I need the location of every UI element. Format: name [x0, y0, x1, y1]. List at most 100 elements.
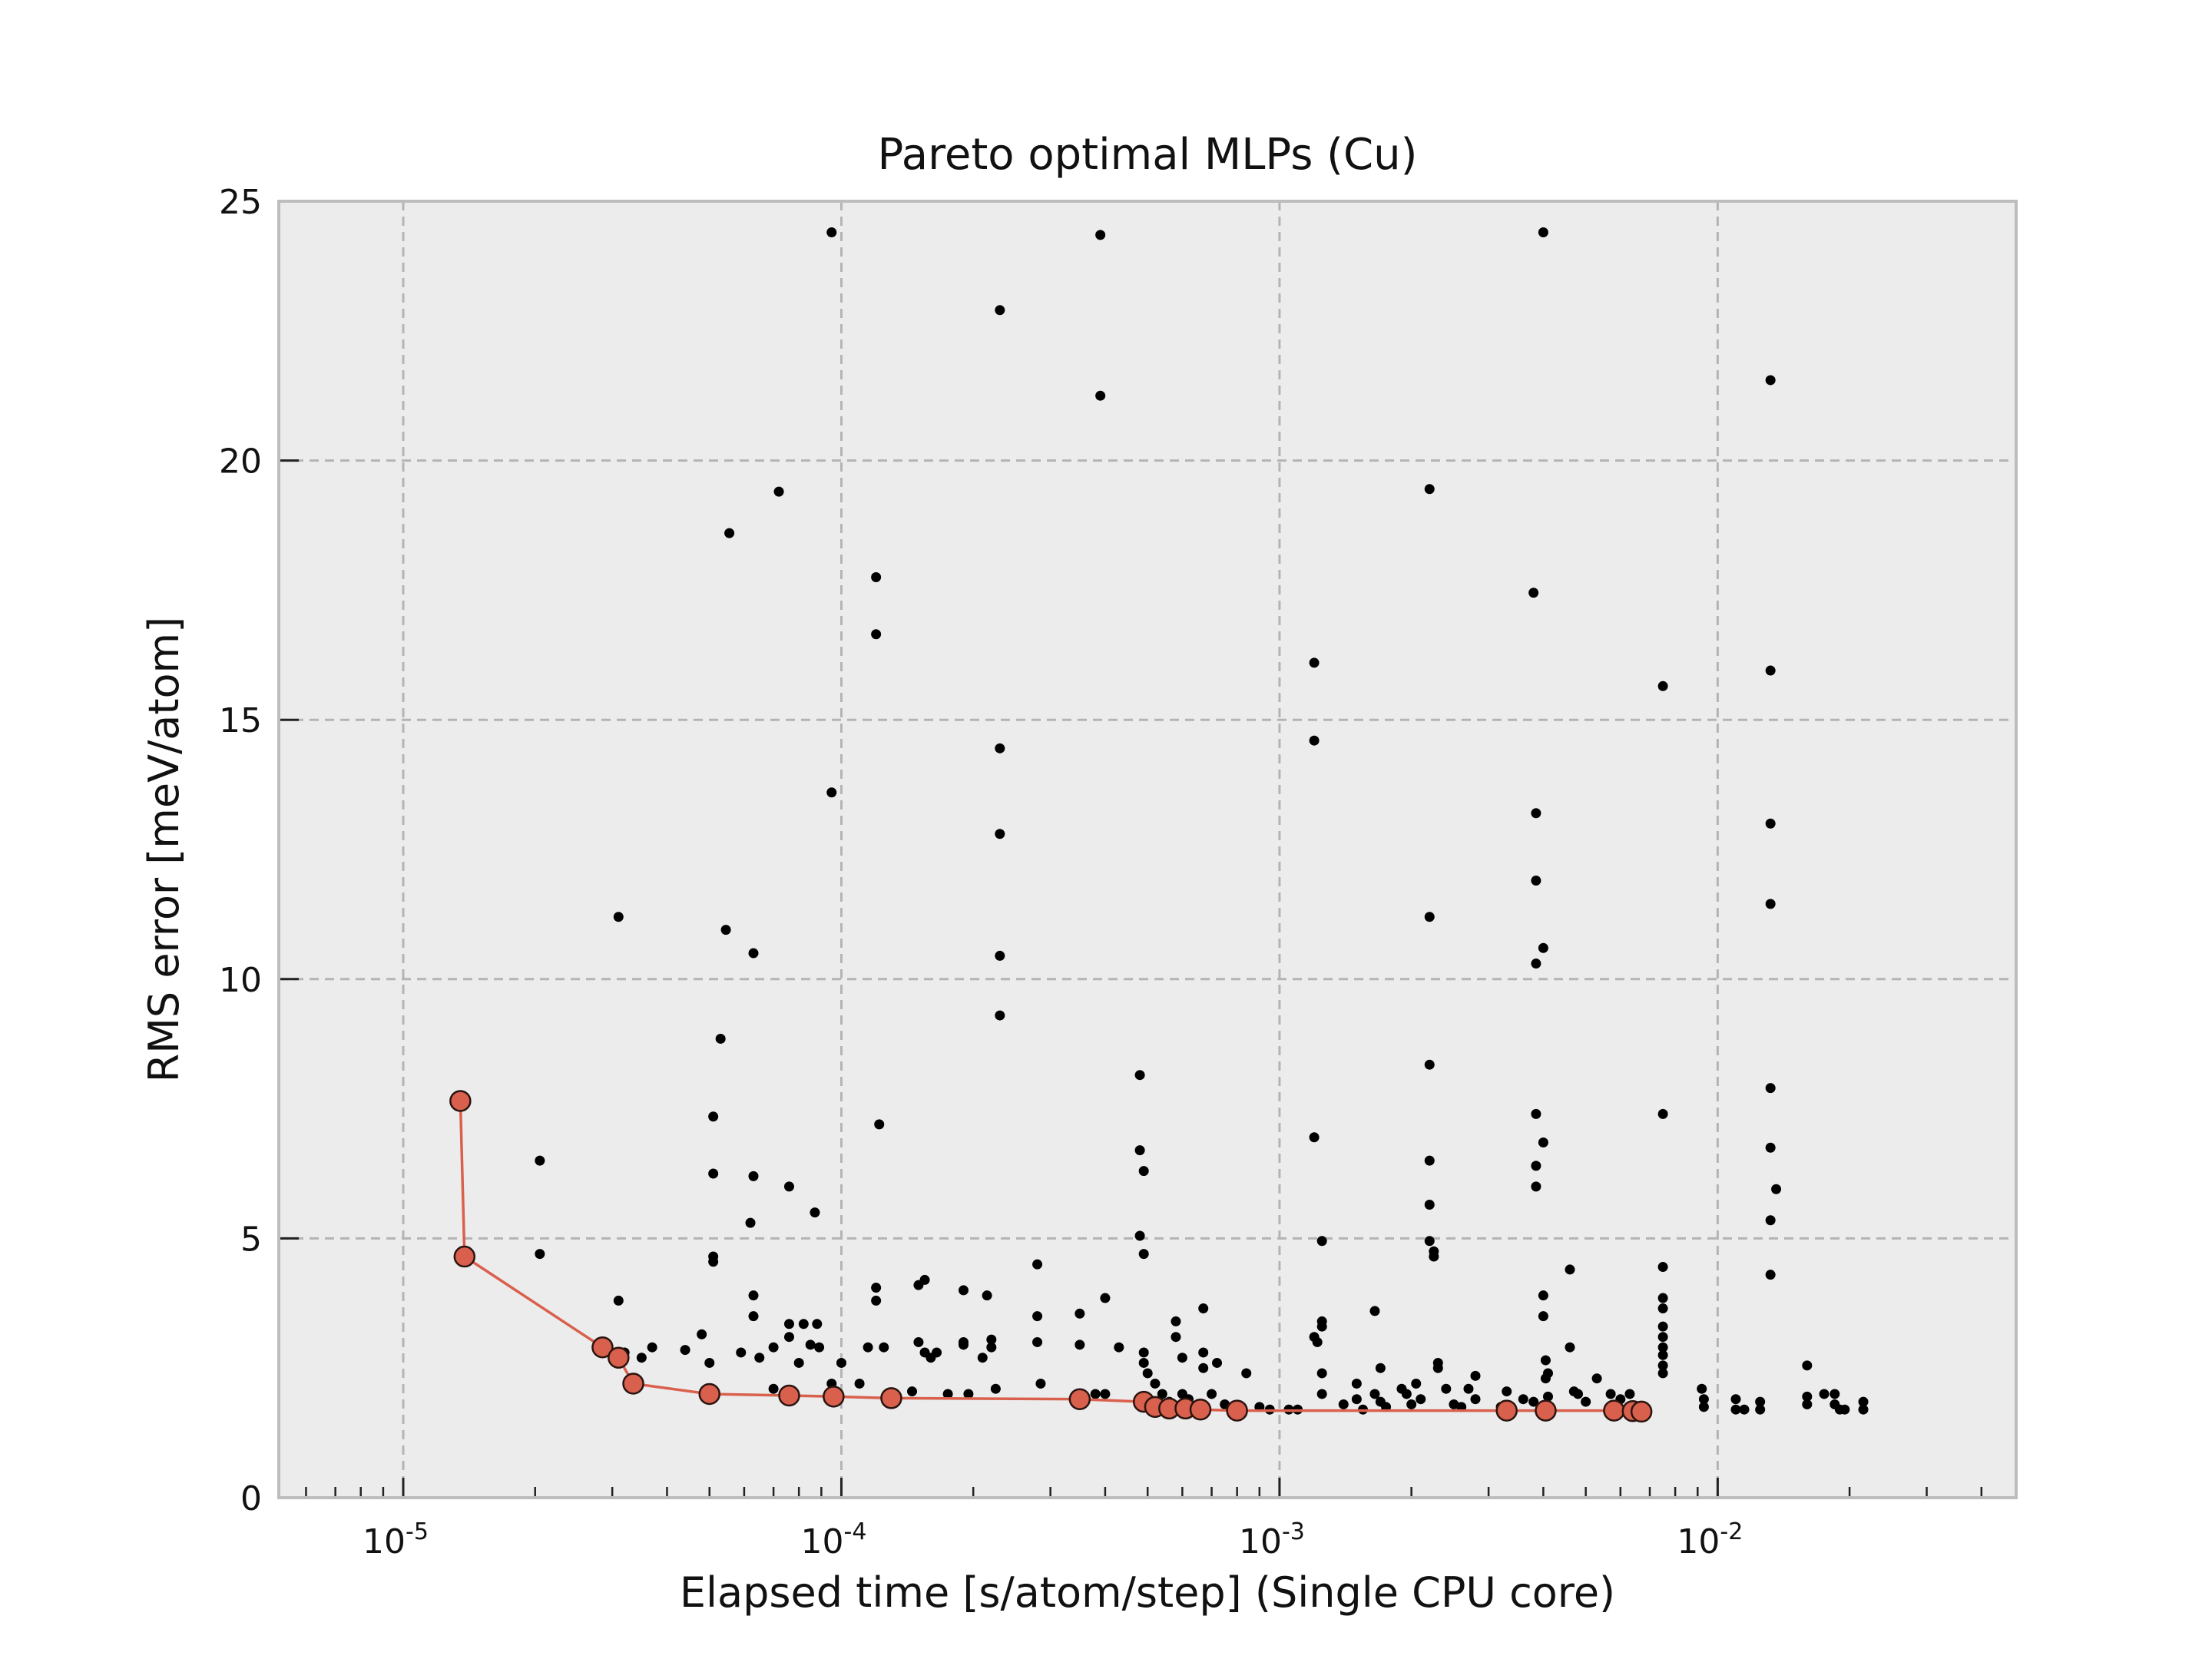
data-point	[1134, 1230, 1145, 1241]
pareto-point	[1189, 1398, 1212, 1421]
x-tick-base: 10	[1239, 1522, 1282, 1561]
data-point	[1309, 657, 1320, 668]
data-point	[1441, 1383, 1452, 1394]
data-point	[1075, 1308, 1085, 1319]
data-point	[1369, 1306, 1380, 1316]
grid	[279, 201, 2016, 1498]
data-point	[1406, 1399, 1417, 1409]
data-point	[1531, 1161, 1541, 1171]
data-point	[1429, 1251, 1439, 1262]
data-point	[724, 528, 735, 538]
data-point	[919, 1274, 930, 1285]
data-point	[995, 1010, 1005, 1021]
pareto-point	[880, 1387, 902, 1409]
data-point	[1531, 1181, 1541, 1192]
data-point	[1114, 1342, 1124, 1353]
data-point	[836, 1357, 846, 1368]
data-point	[613, 1295, 624, 1306]
data-point	[812, 1319, 823, 1330]
x-tick-base: 10	[801, 1522, 844, 1561]
data-point	[986, 1342, 997, 1353]
data-point	[1531, 808, 1541, 819]
y-axis-label: RMS error [meV/atom]	[140, 617, 188, 1082]
data-point	[1657, 680, 1668, 691]
data-point	[1207, 1389, 1217, 1399]
x-tick-base: 10	[363, 1522, 406, 1561]
data-point	[647, 1342, 657, 1353]
data-point	[1095, 390, 1106, 401]
data-point	[854, 1378, 865, 1389]
data-point	[1369, 1389, 1380, 1399]
data-point	[1316, 1368, 1327, 1379]
data-point	[1739, 1404, 1750, 1415]
data-point	[1463, 1383, 1474, 1394]
data-point	[982, 1290, 992, 1301]
data-point	[1100, 1293, 1111, 1303]
data-point	[1150, 1378, 1161, 1389]
data-point	[1095, 230, 1106, 240]
data-point	[1657, 1368, 1668, 1379]
data-point	[768, 1342, 779, 1353]
data-point	[1470, 1394, 1481, 1405]
data-point	[1032, 1311, 1043, 1322]
data-point	[1802, 1360, 1813, 1371]
data-point	[768, 1383, 779, 1394]
x-tick-label: 10-5	[363, 1518, 429, 1561]
pareto-point	[591, 1336, 614, 1359]
x-tick-label: 10-3	[1239, 1518, 1305, 1561]
x-tick-label: 10-4	[801, 1518, 867, 1561]
data-point	[1765, 818, 1776, 829]
pareto-point	[1630, 1400, 1653, 1423]
data-point	[1765, 1083, 1776, 1094]
data-point	[1198, 1347, 1209, 1358]
data-point	[715, 1033, 726, 1044]
data-point	[783, 1181, 794, 1192]
data-point	[1581, 1396, 1591, 1407]
data-point	[907, 1386, 918, 1397]
data-point	[932, 1347, 942, 1358]
data-point	[1528, 1396, 1539, 1407]
data-point	[958, 1285, 969, 1296]
data-point	[773, 486, 784, 497]
data-point	[1624, 1389, 1635, 1399]
data-point	[826, 787, 837, 798]
data-point	[1542, 1391, 1553, 1402]
data-point	[1802, 1399, 1813, 1409]
data-point	[1698, 1394, 1709, 1405]
data-point	[1142, 1368, 1153, 1379]
data-point	[1657, 1108, 1668, 1119]
data-point	[1411, 1378, 1422, 1389]
data-point	[1309, 735, 1320, 746]
data-point	[913, 1336, 924, 1347]
data-point	[1657, 1360, 1668, 1371]
pareto-point	[823, 1386, 845, 1408]
data-point	[995, 743, 1005, 753]
data-point	[1316, 1321, 1327, 1332]
data-point	[720, 925, 731, 935]
data-point	[1565, 1342, 1575, 1353]
x-tick-exponent: -2	[1720, 1518, 1743, 1545]
data-point	[1198, 1303, 1209, 1314]
data-point	[1765, 1142, 1776, 1153]
data-point	[1765, 1215, 1776, 1226]
pareto-point	[1603, 1399, 1625, 1422]
data-point	[1755, 1404, 1766, 1415]
data-point	[810, 1207, 820, 1218]
data-point	[697, 1329, 707, 1339]
data-point	[1771, 1184, 1782, 1194]
data-point	[535, 1155, 545, 1166]
data-point	[1698, 1402, 1709, 1412]
data-point	[995, 305, 1005, 316]
data-point	[995, 829, 1005, 839]
data-point	[871, 629, 882, 640]
data-point	[793, 1357, 804, 1368]
data-point	[1858, 1404, 1869, 1415]
pareto-point	[449, 1090, 472, 1112]
data-point	[871, 1283, 882, 1293]
data-point	[990, 1383, 1001, 1394]
data-point	[613, 912, 624, 922]
data-point	[1657, 1303, 1668, 1314]
data-point	[1134, 1070, 1145, 1081]
